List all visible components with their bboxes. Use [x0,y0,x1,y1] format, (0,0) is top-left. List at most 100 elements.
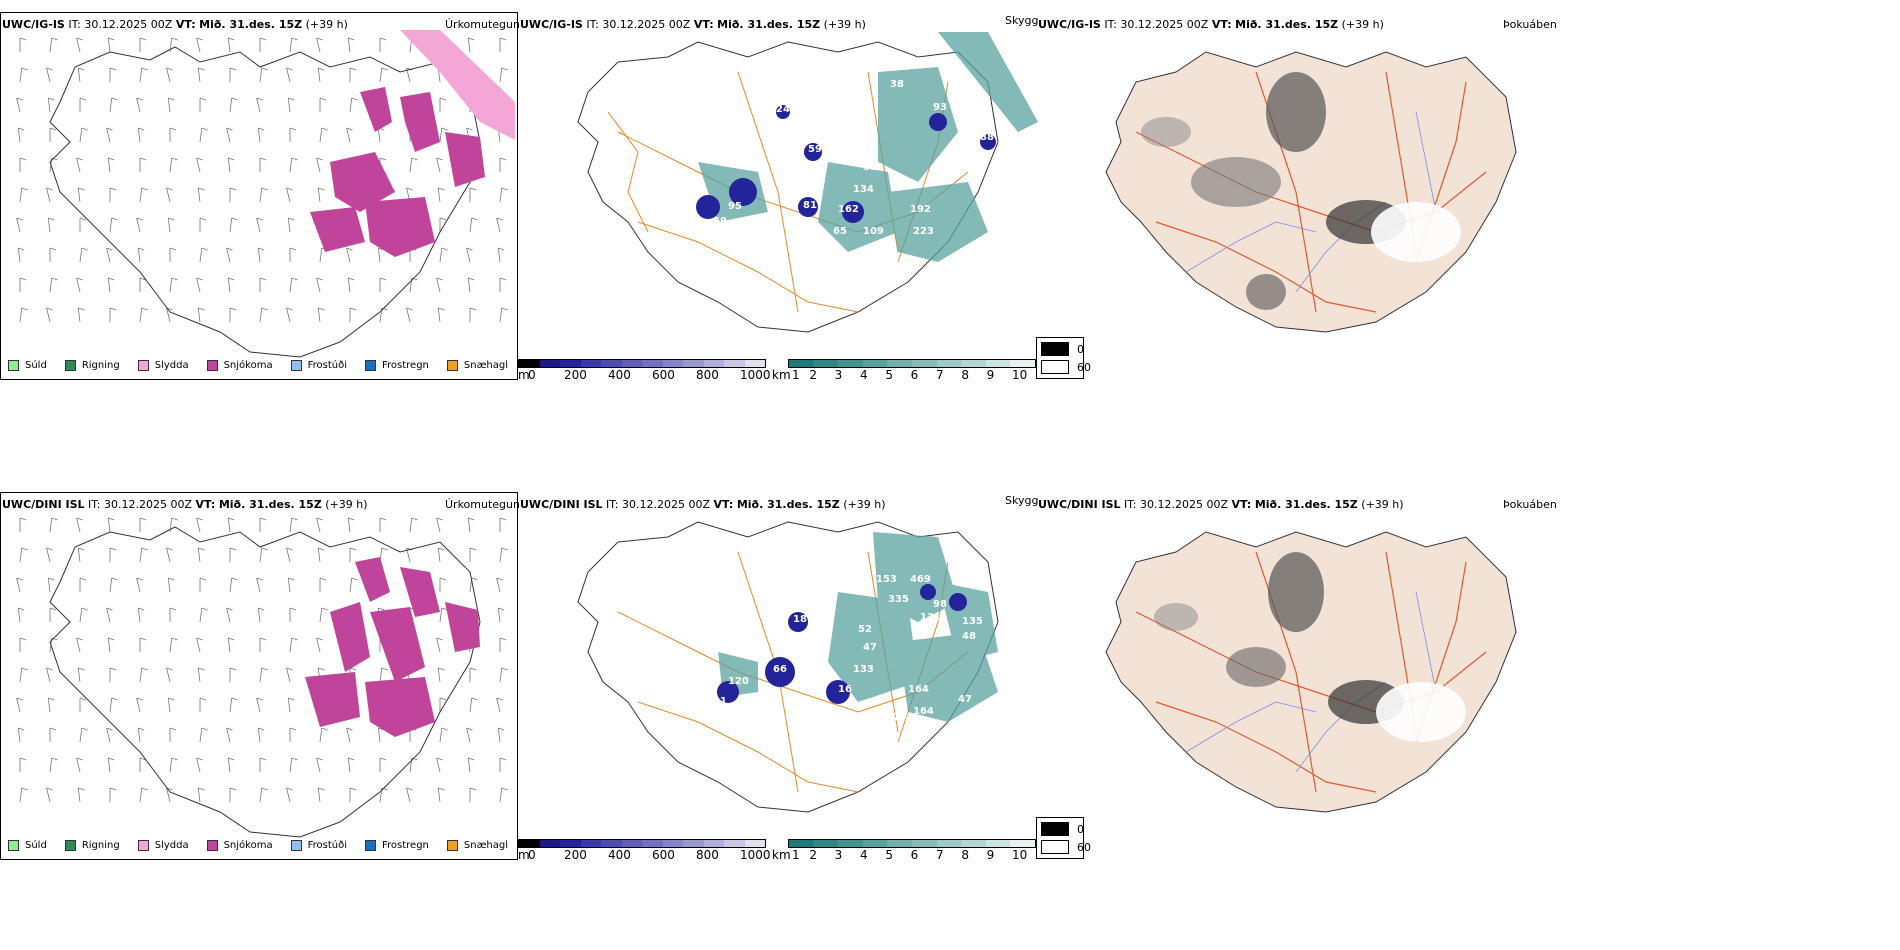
fog-legend-swatch [1041,840,1069,854]
wind-barb [379,37,387,52]
colorbar-step [862,360,888,367]
colorbar-tick: 200 [564,848,587,862]
wind-barb [346,727,353,743]
wind-barb [439,727,448,743]
colorbar-tick: 10 [1012,368,1028,382]
wind-barb [287,217,295,233]
vis-value-label: 88 [980,132,994,143]
wind-barb [259,307,268,323]
wind-barb [259,517,267,532]
wind-barb [496,577,503,593]
wind-barb [17,607,25,623]
wind-barb [107,517,115,533]
wind-barb [257,727,265,743]
wind-barb [137,727,145,743]
wind-barb [199,247,208,263]
vis-value-label: 162 [838,204,859,215]
wind-barb [499,37,507,52]
wind-barb [199,607,208,623]
wind-barb [199,577,207,592]
wind-barb [469,697,478,713]
fog-legend-label: 60 [1077,360,1091,374]
wind-barb [47,697,55,713]
wind-barb [229,667,237,682]
colorbar-tick: 400 [608,368,631,382]
colorbar-step [519,360,540,367]
wind-barb [469,217,478,233]
precip-map-bottom [16,517,508,838]
wind-barb [139,187,148,203]
wind-barb [79,607,88,623]
wind-barb [439,97,447,112]
wind-barb [466,727,473,743]
precip-legend-item: Snæhagl [446,840,509,851]
wind-barb [49,517,58,533]
precip-legend-label: Snæhagl [463,840,509,851]
wind-barb [257,247,265,263]
vis-value-label: 65 [833,226,847,237]
visibility-panel-bottom: 153 469 335 98 131 135 48 52 47 133 16 164 47 292 164 8… [518,492,1038,862]
wind-barb [169,127,177,142]
wind-barb [349,307,357,322]
precip-legend-item: Slydda [137,360,189,371]
colorbar-step [683,840,704,847]
wind-barb [19,37,27,52]
wind-barb [469,547,477,562]
wind-barb [77,787,85,803]
precip-legend-item: Slydda [137,840,189,851]
colorbar-step [519,840,540,847]
wind-barb [46,667,53,683]
vis-value-label: 16 [838,684,852,695]
wind-barb [347,277,355,293]
wind-barb [226,127,233,143]
wind-barb [379,517,387,532]
wind-barb [259,637,267,652]
wind-barb [229,577,238,593]
wind-barb [409,757,418,773]
colorbar-step [560,360,581,367]
wind-barb [169,607,177,622]
precip-legend-swatch [137,840,149,851]
colorbar-tick: 0 [528,848,536,862]
colorbar-tick: 4 [860,368,868,382]
wind-barb [139,757,147,772]
precip-legend-swatch [365,840,376,851]
wind-barb [19,277,27,292]
wind-barb [16,97,23,113]
vis-value-label: 48 [793,634,807,645]
vis-areas-m [717,584,967,704]
wind-barb [379,667,388,683]
fog-legend-swatch [1041,822,1069,836]
wind-barb [499,67,508,83]
wind-barb [499,307,508,323]
wind-barb [167,697,175,713]
wind-barb [229,97,238,113]
colorbar-step [887,840,912,847]
wind-barb [436,637,443,653]
colorbar-tick: 1 [792,848,800,862]
precip-legend-label: Snjókoma [223,360,273,371]
colorbar-tick: 3 [834,848,843,862]
precip-legend-item: Frostúði [290,840,347,851]
colorbar-tick: 200 [564,368,587,382]
colorbar-tick: 8 [961,368,969,382]
wind-barb [107,157,115,173]
wind-barb [437,187,445,203]
wind-barb [379,757,387,772]
header-bottom-precip: UWC/DINI ISL IT: 30.12.2025 00Z VT: Mið.… [2,498,368,511]
visibility-title: Skyggni [1005,14,1038,27]
wind-barb [17,127,25,143]
wind-barb [379,787,388,803]
vis-km-ticks: km 1 2 3 4 5 6 7 8 9 10 [772,368,1038,382]
wind-barb [377,727,385,743]
wind-barb [76,517,83,533]
precip-legend-label: Frostregn [382,360,429,371]
precip-legend-swatch [206,840,218,851]
wind-barb [289,607,297,622]
wind-barb [109,97,118,113]
wind-barb [107,277,115,293]
precip-frame [0,12,518,380]
wind-barb [377,127,385,143]
wind-barb [139,637,147,652]
